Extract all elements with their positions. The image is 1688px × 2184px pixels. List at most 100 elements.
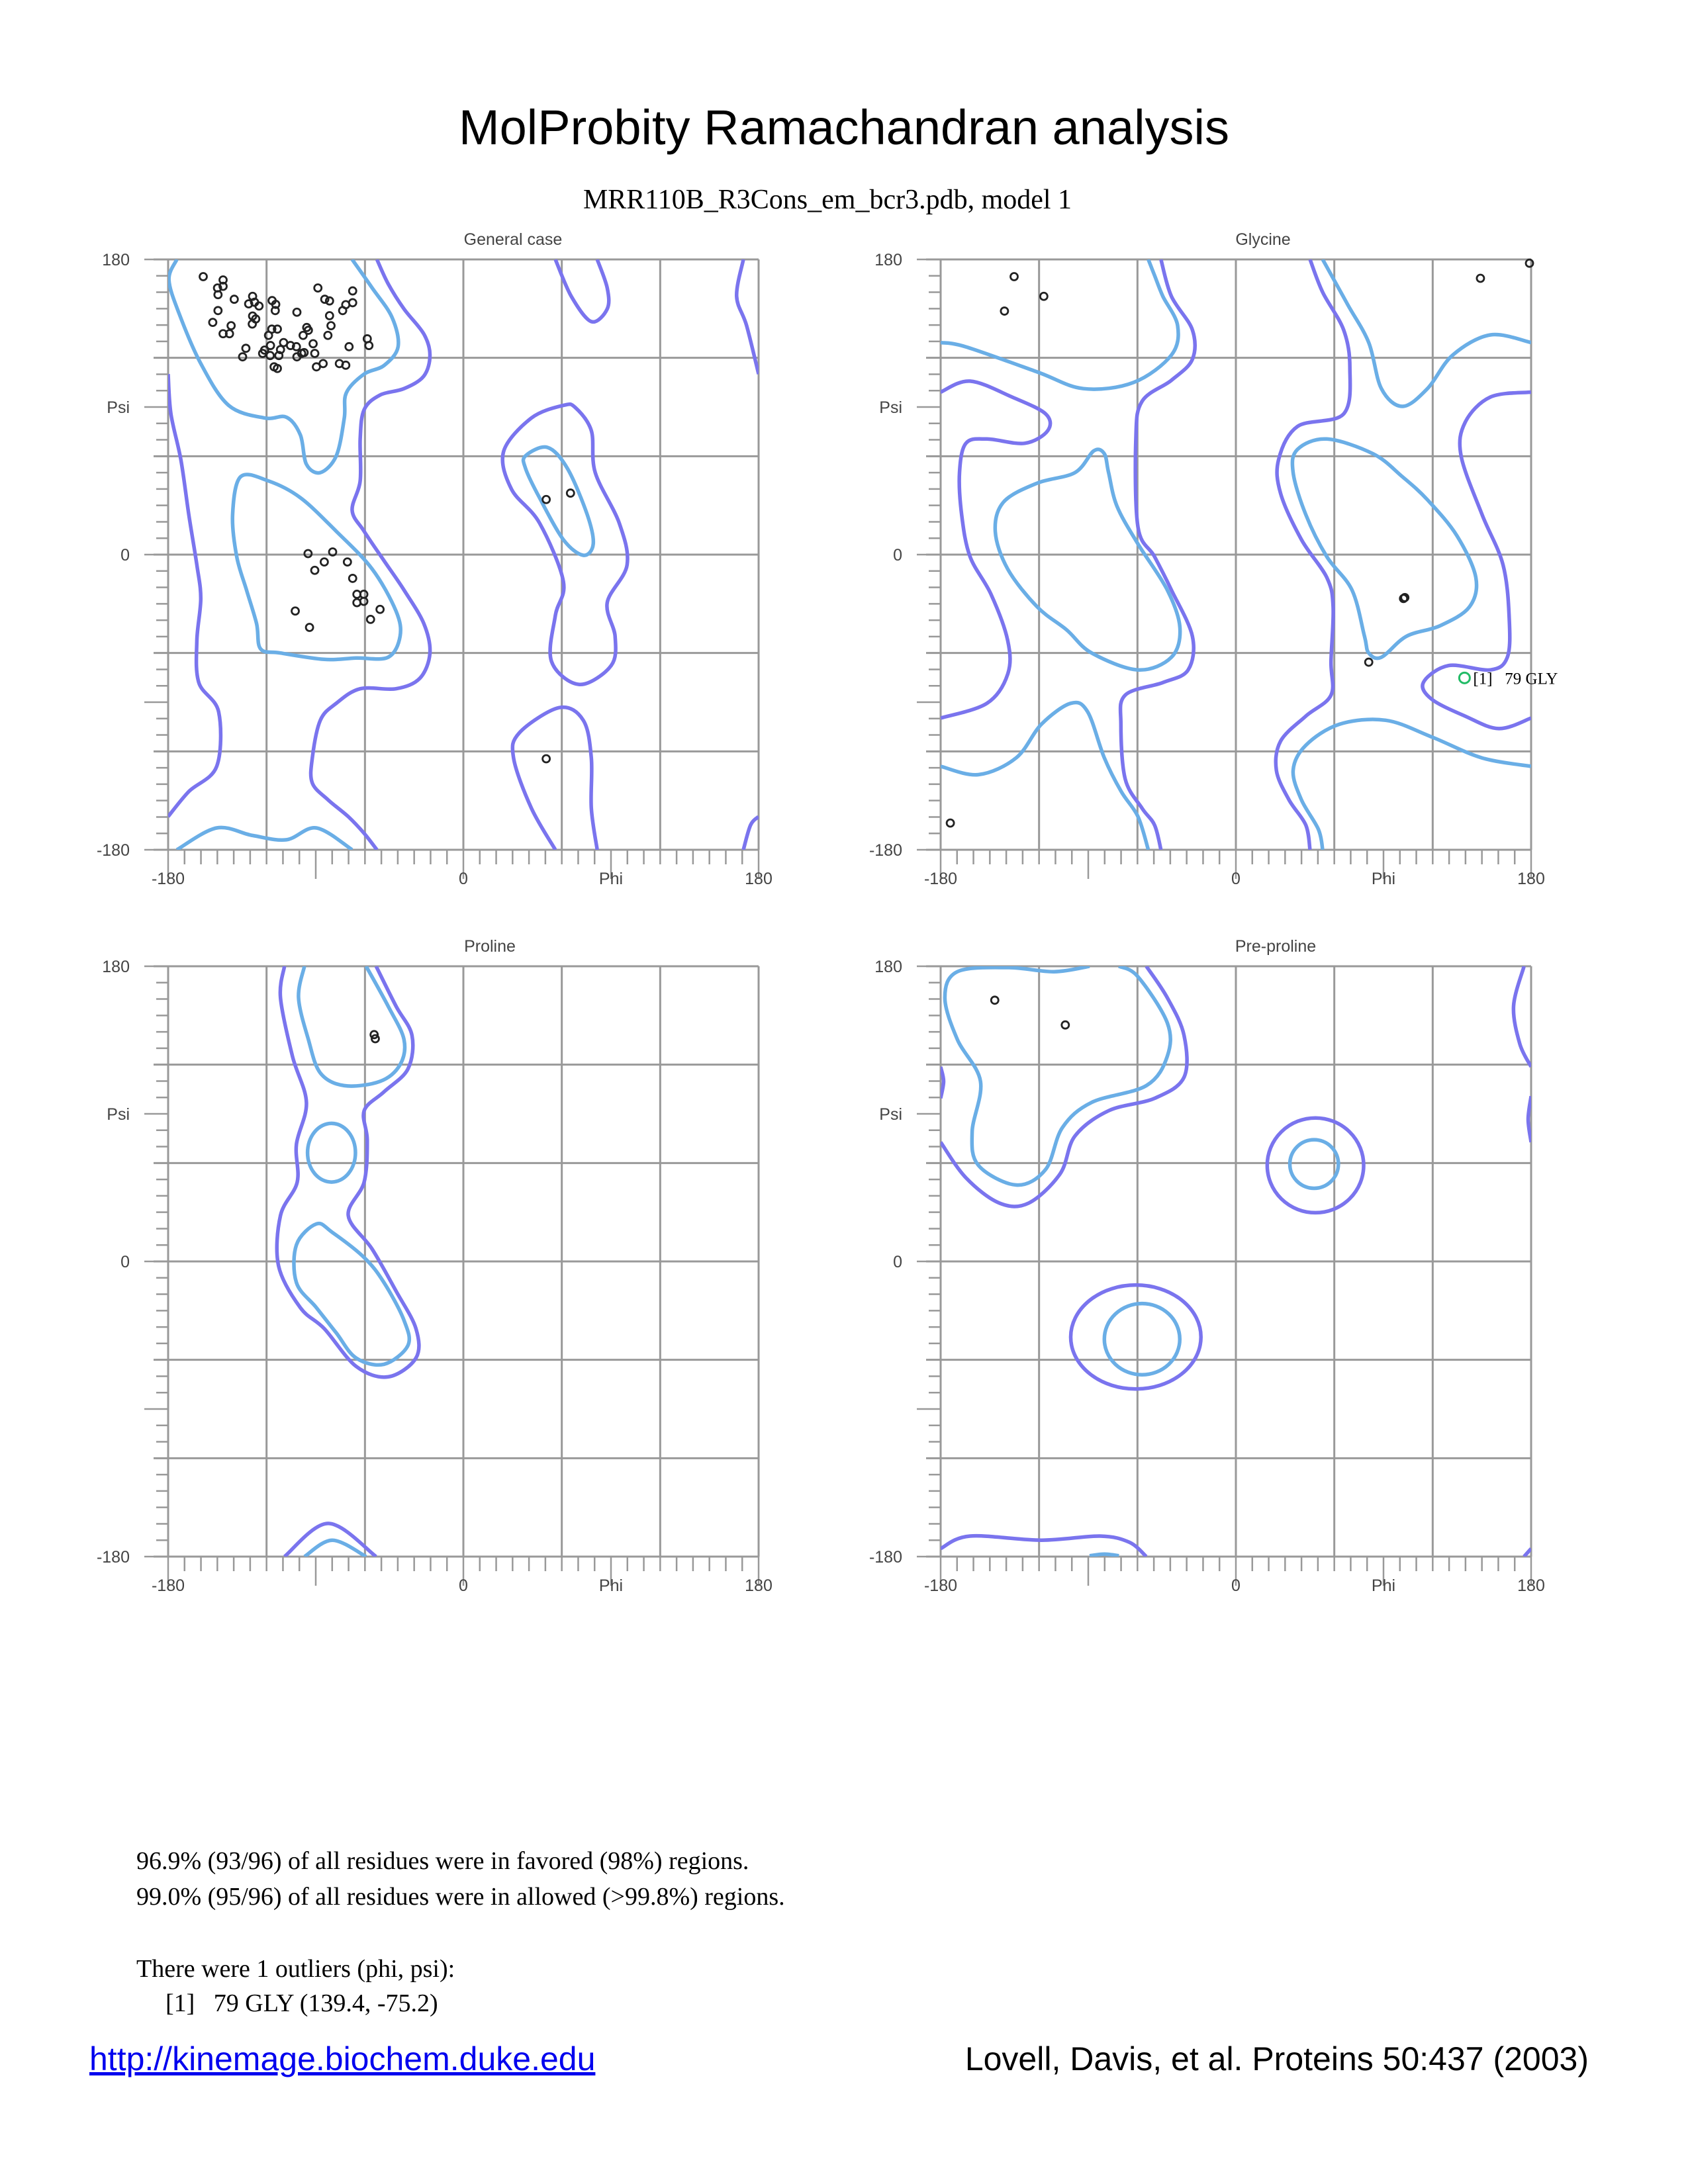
residue-point xyxy=(1364,657,1374,667)
favored-contour xyxy=(292,1221,412,1367)
x-tick-label: 0 xyxy=(1231,870,1241,888)
panel-title: Proline xyxy=(464,937,516,956)
residue-point xyxy=(310,349,320,358)
residue-point xyxy=(273,363,282,373)
favored-contour xyxy=(1089,1552,1119,1557)
y-tick-label: Psi xyxy=(107,398,130,417)
allowed-contour xyxy=(1421,390,1531,731)
panel-general-case: General case -180 0 Phi 180 180 Psi 0 -180 xyxy=(97,230,773,888)
panel-title: Glycine xyxy=(1235,230,1290,249)
outlier-point xyxy=(1458,671,1471,684)
outlier-label: [1] 79 GLY xyxy=(1473,670,1558,688)
x-tick-label: 180 xyxy=(745,870,773,888)
x-tick-label: 180 xyxy=(745,1576,773,1595)
residue-point xyxy=(1039,291,1049,301)
residue-point xyxy=(305,623,314,632)
panel-pre-proline: Pre-proline -180 0 Phi 180 180 Psi 0 -180 xyxy=(869,937,1545,1595)
residue-point xyxy=(254,301,264,311)
residue-point xyxy=(199,272,208,281)
panel-glycine: Glycine -180 0 Phi 180 180 Psi 0 -180 [1] 79 GLY xyxy=(869,230,1558,888)
residue-point xyxy=(318,359,328,369)
allowed-contour xyxy=(553,259,611,324)
residue-point xyxy=(1524,258,1534,268)
outlier-list-item: [1] 79 GLY (139.4, -75.2) xyxy=(165,1989,438,2017)
favored-contour xyxy=(297,966,407,1088)
y-tick-label: -180 xyxy=(97,1548,130,1567)
allowed-contour xyxy=(1523,1547,1531,1557)
residue-point xyxy=(1476,273,1485,283)
allowed-contour xyxy=(735,259,759,375)
residue-point xyxy=(213,290,223,300)
favored-contour xyxy=(943,966,1172,1187)
residue-point xyxy=(291,341,301,351)
residue-point xyxy=(274,351,284,361)
residue-point xyxy=(226,321,236,331)
contours xyxy=(941,259,1531,850)
x-tick-label: Phi xyxy=(599,1576,623,1595)
y-tick-label: -180 xyxy=(97,841,130,860)
residue-point xyxy=(273,324,282,334)
residue-point xyxy=(990,995,1000,1005)
panel-title: Pre-proline xyxy=(1235,937,1316,956)
residue-point xyxy=(1400,593,1410,602)
favored-contour xyxy=(1291,717,1531,850)
residue-point xyxy=(265,341,275,350)
residue-point xyxy=(541,494,551,504)
y-tick-label: 0 xyxy=(120,546,130,565)
kinemage-link[interactable]: http://kinemage.biochem.duke.edu xyxy=(89,2040,596,2077)
y-tick-label: Psi xyxy=(107,1105,130,1124)
residue-point xyxy=(326,321,336,331)
favored-contour xyxy=(1102,1301,1182,1377)
favored-contour xyxy=(1321,259,1531,408)
residue-point xyxy=(541,754,551,764)
allowed-contour xyxy=(500,402,630,686)
y-tick-label: 180 xyxy=(874,958,902,976)
residue-point xyxy=(1000,306,1009,316)
allowed-contour xyxy=(283,1522,377,1557)
residue-point xyxy=(299,330,308,340)
favored-summary: 96.9% (93/96) of all residues were in fa… xyxy=(136,1847,749,1875)
residue-point xyxy=(218,281,228,291)
allowed-contour xyxy=(941,966,1189,1208)
x-tick-label: -180 xyxy=(924,1576,957,1595)
x-tick-label: 0 xyxy=(1231,1576,1241,1595)
allowed-contour xyxy=(1068,1283,1203,1391)
favored-contour xyxy=(941,700,1150,850)
panel-proline: Proline -180 0 Phi 180 180 Psi 0 -180 xyxy=(97,937,773,1595)
panel-title: General case xyxy=(464,230,563,249)
residue-point xyxy=(292,307,302,317)
allowed-contour xyxy=(275,966,421,1379)
residue-point xyxy=(1060,1020,1070,1030)
y-tick-label: 0 xyxy=(893,546,902,565)
favored-contour xyxy=(1290,437,1479,660)
y-tick-label: -180 xyxy=(869,841,902,860)
x-tick-label: -180 xyxy=(152,1576,185,1595)
residue-point xyxy=(348,298,357,308)
residue-point xyxy=(328,547,338,557)
residue-point xyxy=(371,1034,380,1044)
favored-contour xyxy=(941,259,1180,391)
allowed-contour xyxy=(1511,966,1531,1068)
allowed-contour xyxy=(741,815,759,850)
residue-point xyxy=(945,818,955,828)
x-tick-label: Phi xyxy=(1372,870,1395,888)
contours xyxy=(275,966,421,1557)
citation: Lovell, Davis, et al. Proteins 50:437 (2… xyxy=(964,2040,1589,2077)
y-tick-label: 180 xyxy=(874,251,902,269)
allowed-contour xyxy=(941,1066,946,1099)
residue-point xyxy=(275,345,285,355)
residue-point xyxy=(270,306,280,316)
favored-contour xyxy=(521,445,596,557)
contours xyxy=(168,259,759,850)
residue-point xyxy=(208,318,218,328)
residue-point xyxy=(238,352,248,362)
y-tick-label: -180 xyxy=(869,1548,902,1567)
residue-point xyxy=(364,341,374,350)
residue-point xyxy=(348,286,357,296)
favored-contour xyxy=(303,1538,367,1557)
page-subtitle: MRR110B_R3Cons_em_bcr3.pdb, model 1 xyxy=(583,185,1072,215)
favored-contour xyxy=(175,825,353,850)
allowed-contour xyxy=(941,379,1053,720)
outliers-header: There were 1 outliers (phi, psi): xyxy=(136,1955,455,1983)
residue-point xyxy=(365,614,375,624)
